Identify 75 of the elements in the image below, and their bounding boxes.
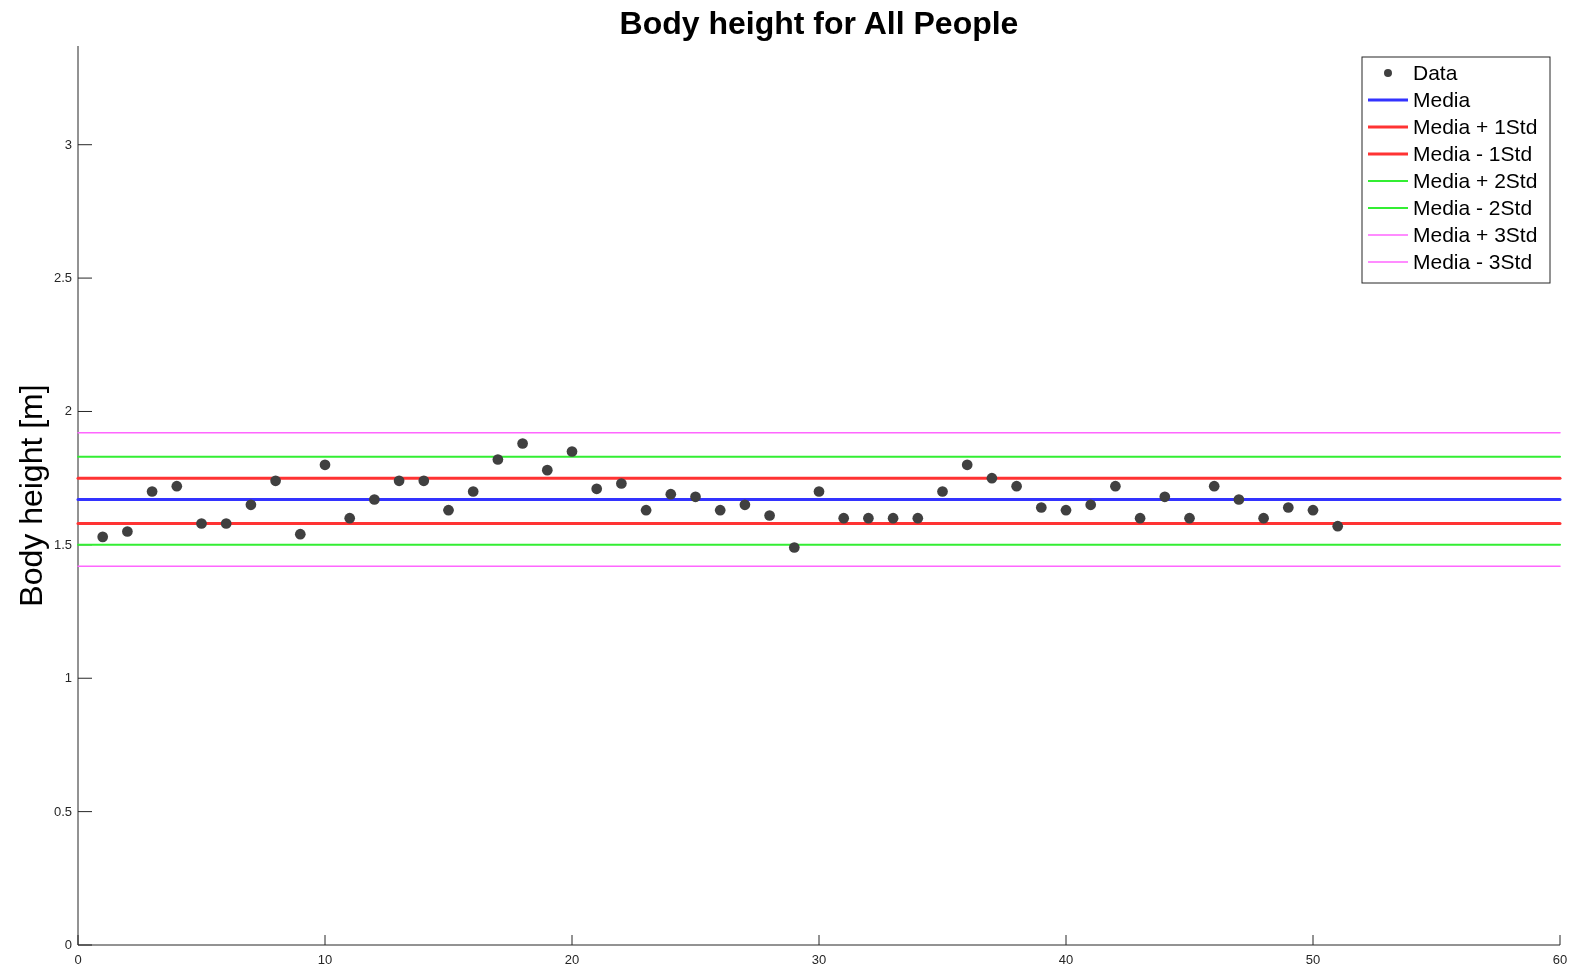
point xyxy=(369,494,380,505)
y-tick-label: 2.5 xyxy=(53,270,72,286)
legend-label: Media + 3Std xyxy=(1413,223,1538,246)
point xyxy=(196,518,207,529)
point xyxy=(245,499,257,511)
legend-label: Media - 3Std xyxy=(1413,250,1533,273)
point xyxy=(1233,494,1245,505)
point xyxy=(1159,491,1171,503)
y-tick-label: 0.5 xyxy=(53,803,72,819)
point xyxy=(714,504,726,516)
point xyxy=(566,446,578,457)
point xyxy=(838,512,850,524)
point xyxy=(294,528,306,540)
point xyxy=(813,486,825,497)
point xyxy=(1035,502,1047,513)
y-tick-label: 2 xyxy=(64,403,72,419)
legend-label: Media + 1Std xyxy=(1413,115,1538,138)
point xyxy=(220,518,232,529)
chart-title: Body height for All People xyxy=(619,5,1019,41)
point xyxy=(1011,480,1022,492)
legend-label: Media - 2Std xyxy=(1413,196,1533,219)
x-tick-label: 10 xyxy=(317,952,333,967)
point xyxy=(937,486,948,497)
point xyxy=(1110,480,1121,492)
point xyxy=(146,486,158,497)
y-tick-label: 3 xyxy=(64,136,72,152)
point xyxy=(690,491,701,503)
point xyxy=(418,475,430,487)
legend-label: Data xyxy=(1413,61,1458,84)
x-tick-label: 60 xyxy=(1552,952,1568,967)
point xyxy=(764,510,775,521)
point xyxy=(171,480,183,492)
legend-label: Media xyxy=(1413,88,1471,111)
point xyxy=(591,483,603,495)
point xyxy=(739,499,751,511)
point xyxy=(443,504,454,516)
point xyxy=(517,438,528,449)
point xyxy=(541,464,553,476)
y-axis-title: Body height [m] xyxy=(13,384,49,607)
point xyxy=(616,478,627,489)
point xyxy=(1282,502,1294,513)
point xyxy=(788,542,800,553)
legend-label: Media - 1Std xyxy=(1413,142,1533,165)
point xyxy=(393,475,405,487)
point xyxy=(665,488,677,500)
legend-label: Media + 2Std xyxy=(1413,169,1538,192)
y-tick-label: 1.5 xyxy=(53,536,72,552)
point xyxy=(344,512,356,524)
point xyxy=(122,526,133,537)
x-tick-label: 30 xyxy=(811,952,827,967)
point xyxy=(1184,512,1195,524)
x-tick-label: 40 xyxy=(1058,952,1074,967)
point xyxy=(640,504,652,516)
y-tick-label: 1 xyxy=(64,670,72,686)
point xyxy=(492,454,504,465)
point xyxy=(912,512,924,524)
point xyxy=(97,531,109,543)
point xyxy=(1134,512,1146,524)
y-tick-label: 0 xyxy=(64,937,72,952)
point xyxy=(887,512,899,524)
x-tick-label: 0 xyxy=(74,952,82,967)
point xyxy=(986,472,998,484)
point xyxy=(1208,480,1220,492)
point xyxy=(1307,504,1319,516)
point xyxy=(961,459,973,471)
point xyxy=(1060,504,1072,516)
point xyxy=(1332,520,1344,532)
x-tick-label: 20 xyxy=(564,952,580,967)
point xyxy=(270,475,281,487)
point xyxy=(863,512,874,524)
point xyxy=(1085,499,1097,511)
point xyxy=(467,486,479,497)
x-tick-label: 50 xyxy=(1305,952,1321,967)
point xyxy=(1258,512,1269,524)
point xyxy=(319,459,331,471)
